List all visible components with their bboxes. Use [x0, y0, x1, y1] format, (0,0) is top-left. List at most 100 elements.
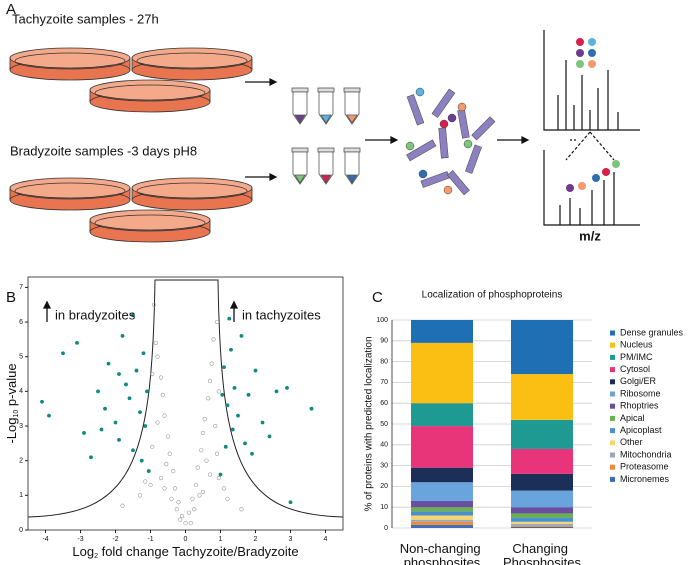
point — [204, 458, 209, 463]
point — [186, 510, 192, 515]
x-tick-label: 4 — [324, 536, 328, 543]
bar-segment — [411, 521, 473, 525]
legend-swatch — [610, 354, 615, 360]
point — [61, 351, 65, 356]
bar-segment — [511, 507, 573, 514]
bar-segment — [411, 507, 473, 512]
point — [179, 514, 185, 519]
legend-label: Dense granules — [620, 327, 684, 337]
legend-label: Other — [620, 437, 643, 447]
point — [172, 486, 178, 491]
legend-swatch — [610, 403, 615, 409]
legend-label: Micronemes — [620, 474, 670, 484]
point — [167, 451, 172, 456]
y-tick-label: 100 — [376, 317, 388, 324]
point — [117, 437, 121, 442]
legend-swatch — [610, 379, 615, 385]
point — [47, 413, 51, 418]
bar-segment — [511, 448, 573, 474]
y-tick-label: 5 — [19, 354, 23, 361]
point — [222, 365, 226, 370]
y-tick-label: 40 — [380, 442, 388, 449]
point — [145, 389, 149, 394]
point — [171, 468, 176, 474]
bar-segment — [511, 523, 573, 526]
legend-label: Ribosome — [620, 388, 661, 398]
legend-swatch — [610, 428, 615, 434]
point — [288, 500, 293, 505]
point — [131, 313, 135, 318]
y-tick-label: 0 — [19, 527, 23, 534]
point — [146, 469, 151, 473]
x-tick-label: 3 — [289, 536, 293, 543]
y-tick-label: 20 — [380, 483, 388, 490]
legend-label: Rhoptries — [620, 401, 659, 411]
point — [250, 451, 254, 456]
bar-segment — [411, 524, 473, 528]
bar-segment — [411, 426, 473, 468]
y-tick-label: 1 — [19, 492, 23, 499]
point — [124, 382, 128, 387]
point — [214, 319, 220, 325]
y-tick-label: 90 — [380, 338, 388, 345]
point — [221, 486, 227, 491]
point — [137, 493, 143, 498]
y-tick-label: 10 — [380, 504, 388, 511]
point — [253, 368, 258, 373]
bar-segment — [511, 473, 573, 491]
point — [169, 496, 174, 501]
legend-label: Apicoplast — [620, 425, 662, 435]
legend-label: Cytosol — [620, 364, 650, 374]
point — [195, 465, 200, 470]
panel-label: B — [6, 289, 16, 306]
legend-label: Mitochondria — [620, 449, 672, 459]
bar-segment — [511, 521, 573, 524]
point — [230, 427, 235, 432]
point — [138, 410, 142, 415]
bar-segment — [411, 403, 473, 427]
point — [96, 389, 100, 394]
axis-label: Log2 fold change Tachyzoite/Bradyzoite — [72, 544, 298, 560]
legend-label: Proteasome — [620, 462, 669, 472]
y-tick-label: 0 — [384, 525, 388, 532]
axis-label-part: p-value — [4, 363, 19, 409]
bar-segment — [511, 517, 573, 522]
point — [200, 430, 206, 436]
x-tick-label: -2 — [112, 536, 118, 543]
axis-label-part: Log — [72, 544, 94, 559]
bar-segment — [411, 515, 473, 520]
point — [200, 489, 206, 494]
point — [164, 462, 169, 467]
threshold-curve — [27, 279, 344, 518]
y-tick-label: 3 — [19, 423, 23, 430]
y-tick-label: 7 — [19, 284, 23, 291]
point — [178, 517, 183, 522]
y-tick-label: 80 — [380, 358, 388, 365]
bar-segment — [411, 519, 473, 522]
point — [155, 420, 160, 425]
axis-label: -Log10 p-value — [4, 363, 20, 443]
legend-swatch — [610, 330, 615, 336]
bar-segment — [411, 320, 473, 343]
point — [75, 340, 79, 345]
point — [211, 337, 216, 342]
legend-label: Apical — [620, 413, 645, 423]
legend-swatch — [610, 415, 615, 421]
x-tick-label: -3 — [77, 536, 83, 543]
bar-segment — [511, 526, 573, 528]
axis-label-part: 2 — [94, 553, 98, 560]
panel-label: C — [372, 289, 383, 306]
point — [131, 448, 135, 453]
bar-segment — [411, 482, 473, 501]
point — [89, 455, 93, 460]
point — [120, 334, 125, 338]
point — [213, 423, 218, 429]
point — [162, 486, 167, 491]
y-tick-label: 2 — [19, 458, 23, 465]
point — [193, 482, 199, 488]
point — [150, 444, 155, 449]
point — [143, 479, 148, 484]
point — [158, 375, 164, 380]
arrows — [245, 78, 530, 181]
x-tick-label: -1 — [147, 536, 153, 543]
